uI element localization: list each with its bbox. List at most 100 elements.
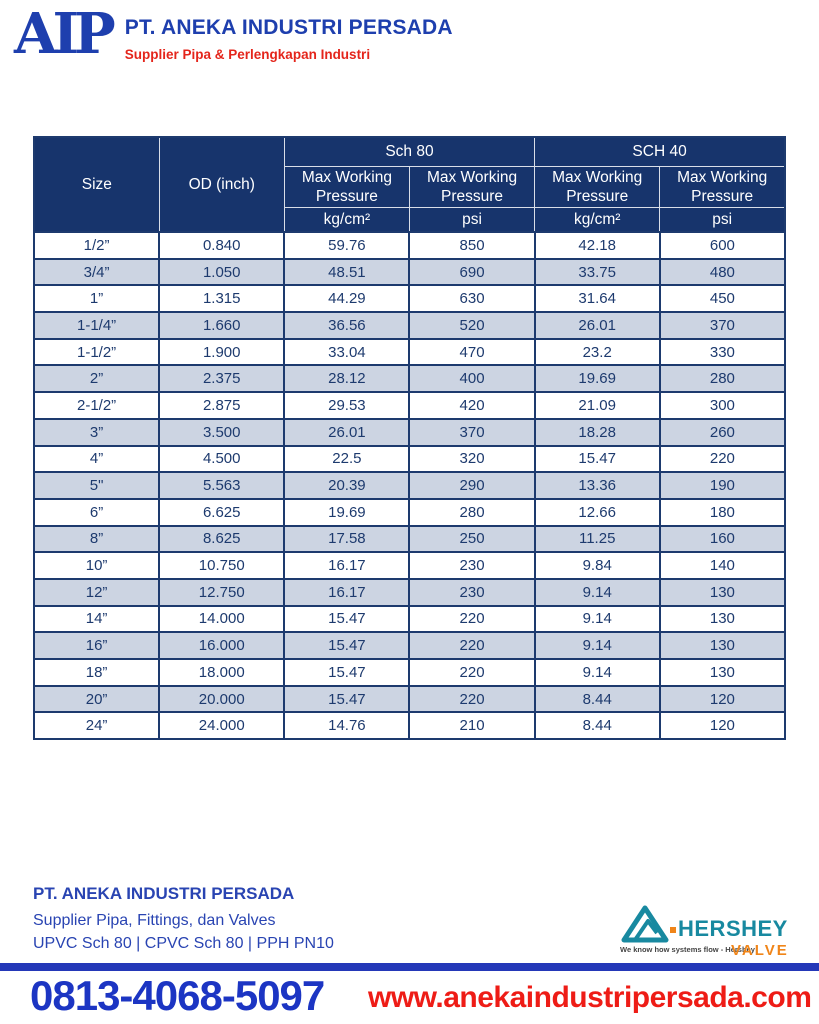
cell-sch80-kgcm2: 44.29 [283,284,411,314]
cell-sch40-psi: 120 [658,711,787,741]
cell-sch40-psi: 130 [658,604,787,634]
cell-sch80-kgcm2: 59.76 [283,231,411,260]
phone-number: 0813-4068-5097 [30,972,325,1019]
cell-sch40-kgcm2: 9.84 [533,551,661,580]
cell-sch80-kgcm2: 16.17 [283,551,411,580]
cell-sch80-psi: 690 [408,257,536,287]
cell-sch40-psi: 280 [658,364,787,394]
table-row: 3/4” 1.050 48.51 690 33.75 480 [32,257,787,287]
cell-sch80-psi: 230 [408,551,536,580]
table-row: 4” 4.500 22.5 320 15.47 220 [32,444,787,474]
cell-size: 12” [32,577,161,607]
cell-sch40-psi: 600 [658,231,787,260]
header-maxwp-sch80-kg: Max Working Pressure [283,166,410,208]
maxwp-line1: Max Working [552,169,643,186]
company-tagline: Supplier Pipa & Perlengkapan Industri [124,47,371,62]
cell-sch80-psi: 850 [408,231,536,260]
cell-size: 6” [32,497,161,527]
cell-od: 20.000 [158,684,286,714]
cell-sch80-kgcm2: 15.47 [283,658,411,687]
header-od: OD (inch) [158,136,285,233]
cell-sch40-kgcm2: 9.14 [533,631,661,660]
cell-size: 4” [32,444,161,474]
cell-sch40-psi: 370 [658,311,787,340]
table-body: 1/2” 0.840 59.76 850 42.18 600 3/4” 1.050 48.51 6… [32,231,787,741]
cell-sch40-kgcm2: 15.47 [533,444,661,474]
cell-size: 20” [32,684,161,714]
header-unit-sch80-psi: psi [408,207,536,233]
cell-sch40-kgcm2: 19.69 [533,364,661,394]
cell-sch80-kgcm2: 15.47 [283,604,411,634]
cell-sch80-kgcm2: 15.47 [283,684,411,714]
header-group-row: Size OD (inch) Sch 80 SCH 40 [33,136,786,233]
cell-sch40-psi: 450 [658,284,787,314]
table-row: 14” 14.000 15.47 220 9.14 130 [32,604,787,634]
cell-sch80-kgcm2: 22.5 [283,444,411,474]
cell-sch80-psi: 470 [408,337,536,367]
table-row: 16” 16.000 15.47 220 9.14 130 [32,631,787,660]
cell-od: 1.315 [158,284,286,314]
table-row: 1-1/4” 1.660 36.56 520 26.01 370 [32,311,787,340]
header-group-sch40: SCH 40 [534,136,786,167]
cell-size: 8” [32,524,161,554]
hershey-valve-text: VALVE [731,942,789,959]
hershey-valve-logo: HERSHEY We know how systems flow - Hersh… [620,905,789,959]
cell-sch40-kgcm2: 21.09 [533,391,661,420]
cell-sch40-kgcm2: 23.2 [533,337,661,367]
cell-sch40-psi: 300 [658,391,787,420]
hershey-dot-icon [670,927,676,933]
cell-od: 18.000 [158,658,286,687]
table-row: 20” 20.000 15.47 220 8.44 120 [32,684,787,714]
cell-sch40-psi: 180 [658,497,787,527]
cell-sch40-psi: 480 [658,257,787,287]
cell-sch40-psi: 130 [658,577,787,607]
company-name: PT. ANEKA INDUSTRI PERSADA [124,16,453,39]
cell-sch40-kgcm2: 9.14 [533,577,661,607]
cell-sch80-kgcm2: 28.12 [283,364,411,394]
header-unit-sch80-kgcm2: kg/cm² [283,207,410,233]
hershey-brand-text: HERSHEY [678,916,788,941]
cell-od: 1.900 [158,337,286,367]
cell-sch80-psi: 220 [408,684,536,714]
cell-sch40-kgcm2: 42.18 [533,231,661,260]
cell-sch80-kgcm2: 48.51 [283,257,411,287]
cell-sch80-psi: 250 [408,524,536,554]
table-row: 6” 6.625 19.69 280 12.66 180 [32,497,787,527]
cell-sch40-kgcm2: 18.28 [533,417,661,447]
cell-sch80-psi: 230 [408,577,536,607]
cell-size: 5" [32,471,161,500]
cell-od: 6.625 [158,497,286,527]
footer-company-name: PT. ANEKA INDUSTRI PERSADA [33,884,295,903]
hershey-triangle-icon [621,905,669,943]
header-maxwp-sch40-psi: Max Working Pressure [659,166,786,208]
header-unit-sch40-kgcm2: kg/cm² [534,207,661,233]
cell-sch40-psi: 130 [658,658,787,687]
cell-size: 3/4” [32,257,161,287]
header-sub-row: Max Working Pressure Max Working Pressur… [34,166,786,208]
table-row: 1/2” 0.840 59.76 850 42.18 600 [32,231,787,260]
cell-sch80-psi: 220 [408,604,536,634]
cell-od: 3.500 [158,417,286,447]
header-maxwp-sch80-psi: Max Working Pressure [408,166,536,208]
company-logo: AIP [14,1,116,67]
cell-sch80-kgcm2: 26.01 [283,417,411,447]
company-block: PT. ANEKA INDUSTRI PERSADA Supplier Pipa… [125,8,453,62]
cell-sch80-psi: 520 [408,311,536,340]
cell-sch40-kgcm2: 9.14 [533,658,661,687]
cell-sch80-kgcm2: 16.17 [283,577,411,607]
cell-sch80-kgcm2: 33.04 [283,337,411,367]
cell-sch40-kgcm2: 26.01 [533,311,661,340]
cell-sch80-psi: 320 [408,444,536,474]
cell-size: 2-1/2” [32,391,161,420]
cell-sch40-kgcm2: 13.36 [533,471,661,500]
maxwp-line1: Max Working [426,169,518,186]
cell-sch80-psi: 630 [408,284,536,314]
cell-od: 10.750 [158,551,286,580]
cell-od: 1.660 [158,311,286,340]
cell-size: 1-1/4” [32,311,161,340]
website-url: www.anekaindustripersada.com [368,981,812,1014]
cell-sch80-kgcm2: 29.53 [283,391,411,420]
cell-sch40-psi: 190 [658,471,787,500]
cell-od: 0.840 [158,231,286,260]
